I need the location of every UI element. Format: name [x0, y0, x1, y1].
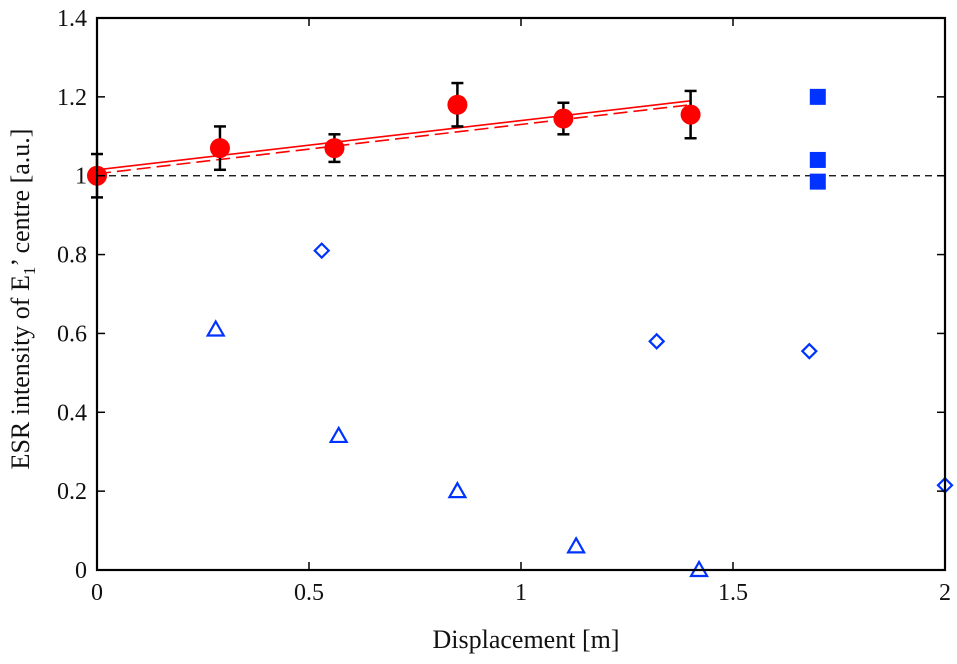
data-point-diamond: [648, 332, 666, 350]
x-tick-label: 0: [91, 580, 103, 606]
y-tick-label: 0.6: [57, 321, 87, 347]
x-tick-label: 2: [939, 580, 951, 606]
data-point-triangle: [566, 536, 587, 554]
data-point-circle: [209, 138, 230, 159]
data-point-triangle: [447, 480, 468, 499]
data-point-triangle: [328, 425, 349, 444]
x-tick-label: 0.5: [294, 580, 324, 606]
y-tick-label: 0: [75, 558, 87, 584]
data-point-triangle: [205, 319, 226, 337]
y-axis-title: ESR intensity of E1’ centre [a.u.]: [6, 129, 39, 470]
y-tick-label: 0.8: [57, 243, 87, 269]
y-tick-label: 1: [75, 164, 87, 190]
data-point-circle: [553, 108, 574, 129]
data-point-circle: [447, 94, 468, 115]
fit-line-dashed: [96, 103, 691, 175]
x-tick-label: 1: [515, 580, 527, 606]
y-tick-label: 0.2: [57, 479, 87, 505]
x-tick-label: 1.5: [718, 580, 748, 606]
plot-area: 0 0.5 1 1.5 2 0 0.2 0.4 0.6 0.8 1 1.2 1.4 Displacemen…: [57, 6, 954, 654]
y-tick-label: 1.2: [57, 85, 87, 111]
data-point-square: [809, 151, 826, 168]
y-tick-label: 0.4: [57, 400, 87, 426]
data-point-circle: [324, 138, 345, 159]
data-point-square: [809, 173, 826, 190]
y-tick-label: 1.4: [57, 6, 87, 32]
data-point-diamond: [313, 242, 331, 260]
y-axis-title-text: ESR intensity of E1’ centre [a.u.]: [6, 129, 39, 470]
fit-line-solid: [96, 100, 691, 171]
data-point-circle: [680, 104, 701, 125]
x-axis-title: Displacement [m]: [433, 625, 620, 654]
data-point-diamond: [800, 342, 818, 360]
data-point-square: [809, 88, 826, 105]
